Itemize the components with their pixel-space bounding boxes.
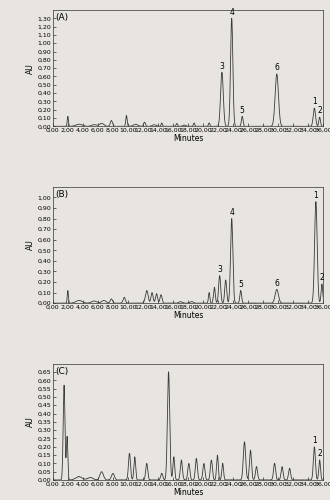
Text: (A): (A) [55, 14, 69, 22]
Text: (C): (C) [55, 367, 69, 376]
Text: 4: 4 [229, 8, 234, 16]
Text: 1: 1 [312, 98, 317, 106]
X-axis label: Minutes: Minutes [173, 134, 203, 143]
X-axis label: Minutes: Minutes [173, 311, 203, 320]
Text: 1: 1 [312, 436, 317, 445]
Y-axis label: AU: AU [26, 63, 35, 74]
Text: (B): (B) [55, 190, 69, 200]
Text: 2: 2 [317, 106, 322, 116]
Text: 2: 2 [319, 274, 324, 282]
Text: 5: 5 [238, 280, 243, 288]
Y-axis label: AU: AU [26, 416, 35, 427]
Text: 2: 2 [317, 450, 322, 458]
Text: 6: 6 [274, 278, 279, 287]
X-axis label: Minutes: Minutes [173, 488, 203, 497]
Text: 6: 6 [274, 63, 279, 72]
Text: 1: 1 [314, 191, 318, 200]
Y-axis label: AU: AU [26, 240, 35, 250]
Text: 3: 3 [217, 265, 222, 274]
Text: 4: 4 [229, 208, 234, 217]
Text: 5: 5 [240, 106, 245, 114]
Text: 3: 3 [219, 62, 224, 70]
